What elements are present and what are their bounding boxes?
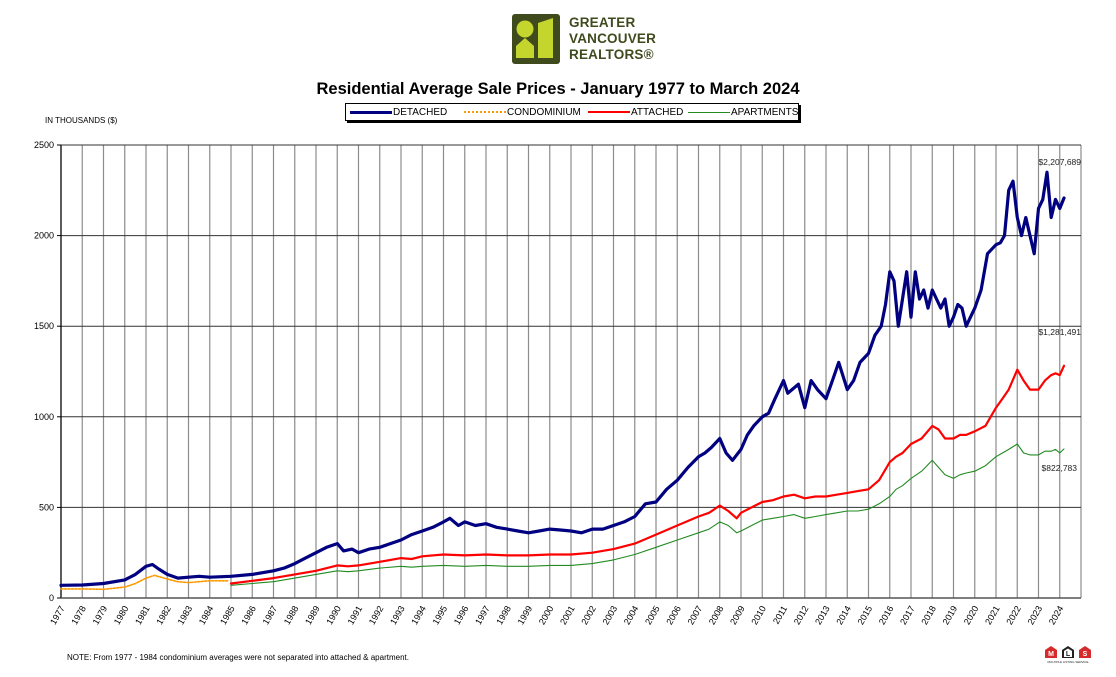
legend-label-attached: ATTACHED <box>631 106 684 118</box>
gvr-logo-text: GREATER VANCOUVER REALTORS® <box>569 15 656 63</box>
x-tick-label: 2005 <box>643 604 662 626</box>
y-tick-label: 0 <box>49 593 54 603</box>
x-tick-label: 1984 <box>197 604 216 626</box>
x-tick-label: 1989 <box>303 604 322 626</box>
x-tick-label: 1992 <box>367 604 386 626</box>
chart-legend: DETACHED CONDOMINIUM ATTACHED APARTMENTS <box>345 103 799 121</box>
end-label-apartments: $822,783 <box>1042 463 1078 473</box>
x-tick-label: 2012 <box>792 604 811 626</box>
mls-logo: M L S MULTIPLE LISTING SERVICE <box>1043 645 1095 665</box>
x-tick-label: 1979 <box>91 604 110 626</box>
gvr-logo-mark <box>512 14 560 64</box>
x-tick-label: 1985 <box>218 604 237 626</box>
legend-item-detached: DETACHED <box>350 106 447 118</box>
x-tick-label: 1995 <box>431 604 450 626</box>
chart-title: Residential Average Sale Prices - Januar… <box>316 80 800 98</box>
series-line-apartments <box>230 443 1065 586</box>
legend-item-attached: ATTACHED <box>588 106 683 118</box>
legend-item-condominium: CONDOMINIUM <box>464 106 581 118</box>
mls-caption: MULTIPLE LISTING SERVICE <box>1048 660 1089 664</box>
x-tick-label: 1994 <box>409 604 428 626</box>
x-tick-label: 2009 <box>728 604 747 626</box>
x-tick-label: 1982 <box>154 604 173 626</box>
x-tick-label: 1996 <box>452 604 471 626</box>
x-tick-label: 2001 <box>558 604 577 626</box>
logo-line-1: GREATER <box>569 15 636 30</box>
x-tick-label: 2004 <box>622 604 641 626</box>
x-tick-label: 2014 <box>834 604 853 626</box>
x-tick-label: 2013 <box>813 604 832 626</box>
legend-swatch-condominium <box>464 111 506 113</box>
x-tick-label: 2022 <box>1004 604 1023 626</box>
series-line-detached <box>59 170 1066 587</box>
legend-label-apartments: APARTMENTS <box>731 106 799 118</box>
logo-line-2: VANCOUVER <box>569 31 657 46</box>
x-tick-label: 1991 <box>346 604 365 626</box>
x-tick-label: 2018 <box>919 604 938 626</box>
series-lines <box>59 170 1066 591</box>
x-tick-label: 2000 <box>537 604 556 626</box>
x-tick-label: 2003 <box>601 604 620 626</box>
mls-letter-s: S <box>1083 651 1088 658</box>
x-tick-label: 2007 <box>686 604 705 626</box>
y-tick-label: 2000 <box>34 231 54 241</box>
x-tick-label: 1997 <box>473 604 492 626</box>
y-tick-label: 1500 <box>34 321 54 331</box>
x-tick-label: 1990 <box>324 604 343 626</box>
legend-label-detached: DETACHED <box>393 106 448 118</box>
x-tick-label: 2008 <box>707 604 726 626</box>
series-line-condominium <box>60 574 230 591</box>
end-value-labels: $2,207,689 $1,281,491 $822,783 <box>1038 157 1081 473</box>
gvr-logo: GREATER VANCOUVER REALTORS® <box>512 14 677 66</box>
x-tick-label: 2017 <box>898 604 917 626</box>
x-tick-label: 1993 <box>388 604 407 626</box>
x-tick-label: 2016 <box>877 604 896 626</box>
x-tick-label: 2023 <box>1026 604 1045 626</box>
x-tick-label: 1983 <box>176 604 195 626</box>
x-tick-label: 1977 <box>48 604 67 626</box>
series-line-attached <box>229 364 1066 585</box>
x-tick-label: 2002 <box>579 604 598 626</box>
y-axis: 0 500 1000 1500 2000 2500 <box>34 140 62 603</box>
legend-swatch-detached <box>350 110 392 114</box>
x-tick-label: 1978 <box>69 604 88 626</box>
x-tick-label: 2011 <box>771 604 789 626</box>
legend-swatch-attached <box>588 111 630 113</box>
x-tick-label: 1986 <box>239 604 258 626</box>
y-tick-label: 2500 <box>34 140 54 150</box>
x-tick-label: 1999 <box>516 604 535 626</box>
footnote: NOTE: From 1977 - 1984 condominium avera… <box>67 653 409 662</box>
x-tick-label: 1987 <box>261 604 280 626</box>
x-tick-label: 2020 <box>962 604 981 626</box>
x-tick-label: 2019 <box>941 604 960 626</box>
legend-label-condominium: CONDOMINIUM <box>507 106 581 118</box>
x-tick-label: 2015 <box>856 604 875 626</box>
legend-item-apartments: APARTMENTS <box>688 106 798 118</box>
x-tick-label: 2021 <box>983 604 1002 626</box>
x-axis: 1977 1978 1979 1980 1981 1982 1983 1984 1985 1986… <box>48 597 1081 626</box>
x-tick-label: 2006 <box>664 604 683 626</box>
mls-letter-l: L <box>1066 651 1071 658</box>
y-tick-label: 500 <box>39 502 54 512</box>
end-label-detached: $2,207,689 <box>1038 157 1081 167</box>
legend-swatch-apartments <box>688 111 730 113</box>
end-label-attached: $1,281,491 <box>1038 327 1081 337</box>
x-tick-label: 2010 <box>749 604 768 626</box>
x-tick-label: 1980 <box>112 604 131 626</box>
x-tick-label: 1981 <box>133 604 152 626</box>
logo-line-3: REALTORS® <box>569 47 654 62</box>
y-axis-units-label: IN THOUSANDS ($) <box>45 116 118 125</box>
x-tick-label: 2024 <box>1047 604 1066 626</box>
mls-letter-m: M <box>1048 651 1054 658</box>
x-tick-label: 1998 <box>494 604 513 626</box>
x-tick-label: 1988 <box>282 604 301 626</box>
y-tick-label: 1000 <box>34 412 54 422</box>
